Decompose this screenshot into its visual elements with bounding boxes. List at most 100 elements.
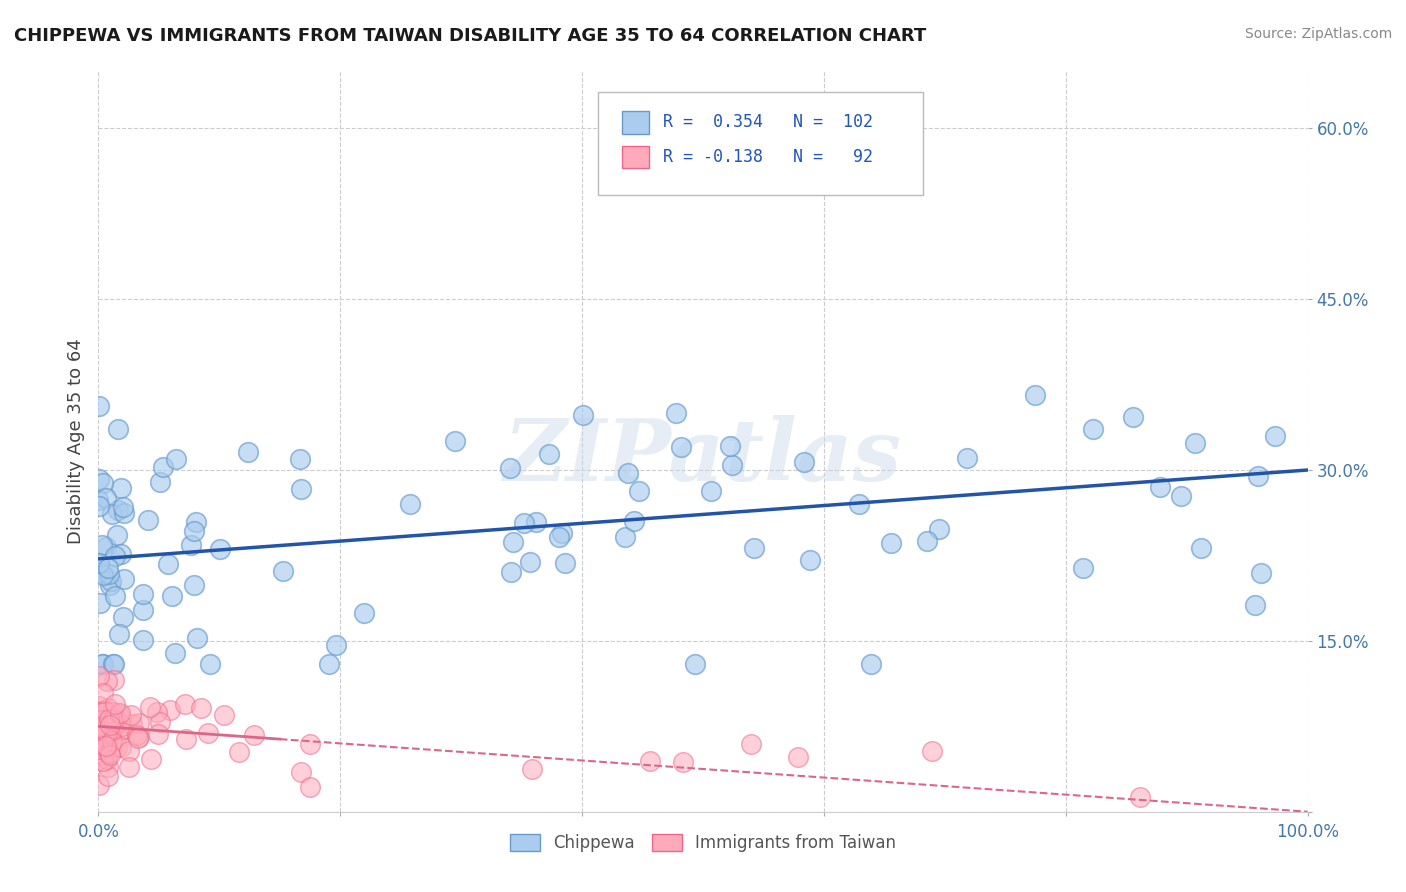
Point <box>90 717 112 731</box>
Point <box>132 632 155 647</box>
Point <box>1149 480 1171 494</box>
Point <box>1244 598 1267 612</box>
Point <box>318 657 340 671</box>
Point <box>793 455 815 469</box>
Point <box>91 737 114 751</box>
Point <box>94 704 117 718</box>
Point <box>669 440 692 454</box>
Point <box>96 752 118 766</box>
Point <box>103 657 125 671</box>
Point <box>91 538 114 552</box>
Point <box>159 703 181 717</box>
Point <box>103 673 125 687</box>
Point <box>107 421 129 435</box>
Point <box>524 516 547 530</box>
Point <box>89 734 111 748</box>
Point <box>1247 469 1270 483</box>
Point <box>93 714 115 729</box>
Point <box>443 434 465 448</box>
Point <box>183 524 205 538</box>
Point <box>1073 561 1095 575</box>
Point <box>101 734 124 748</box>
Point <box>921 744 943 758</box>
Y-axis label: Disability Age 35 to 64: Disability Age 35 to 64 <box>66 339 84 544</box>
Point <box>672 756 695 770</box>
Point <box>87 699 110 714</box>
Point <box>880 535 903 549</box>
Point <box>165 451 187 466</box>
Point <box>786 750 808 764</box>
Point <box>96 727 118 741</box>
Point <box>93 717 115 731</box>
Point <box>96 740 118 755</box>
Point <box>91 724 114 739</box>
Point <box>125 728 148 742</box>
Point <box>149 475 172 490</box>
Point <box>399 496 422 510</box>
Point <box>499 461 522 475</box>
Point <box>121 717 143 731</box>
Point <box>91 714 114 728</box>
Point <box>848 497 870 511</box>
Point <box>186 632 208 646</box>
Point <box>665 406 688 420</box>
Point <box>721 458 744 472</box>
Point <box>1184 436 1206 450</box>
Point <box>98 578 121 592</box>
Text: CHIPPEWA VS IMMIGRANTS FROM TAIWAN DISABILITY AGE 35 TO 64 CORRELATION CHART: CHIPPEWA VS IMMIGRANTS FROM TAIWAN DISAB… <box>14 27 927 45</box>
Point <box>685 657 707 671</box>
Point <box>156 557 179 571</box>
Point <box>112 506 135 520</box>
Point <box>859 657 882 671</box>
Legend: Chippewa, Immigrants from Taiwan: Chippewa, Immigrants from Taiwan <box>503 828 903 859</box>
Point <box>554 556 576 570</box>
Point <box>97 746 120 760</box>
Point <box>139 699 162 714</box>
Point <box>104 589 127 603</box>
Point <box>1081 422 1104 436</box>
Point <box>108 627 131 641</box>
Point <box>93 714 115 729</box>
Point <box>91 704 114 718</box>
Point <box>93 722 115 736</box>
Point <box>111 500 134 514</box>
Point <box>100 748 122 763</box>
Point <box>513 516 536 530</box>
Point <box>87 566 110 581</box>
Point <box>198 657 221 671</box>
Point <box>91 686 114 700</box>
Point <box>87 556 110 570</box>
Point <box>519 555 541 569</box>
Point <box>87 472 110 486</box>
Point <box>101 713 124 727</box>
Point <box>96 726 118 740</box>
Point <box>118 759 141 773</box>
Point <box>87 741 110 756</box>
Point <box>290 765 312 780</box>
Point <box>353 606 375 620</box>
Point <box>522 762 544 776</box>
Point <box>617 467 640 481</box>
Point <box>1129 790 1152 805</box>
Point <box>537 446 560 460</box>
Point <box>128 731 150 745</box>
Point <box>1250 566 1272 580</box>
Point <box>108 706 131 720</box>
Point <box>91 657 114 671</box>
Point <box>1170 489 1192 503</box>
Point <box>1024 388 1046 402</box>
Text: ZIPatlas: ZIPatlas <box>503 415 903 498</box>
Point <box>89 596 111 610</box>
Point <box>290 483 312 497</box>
Point <box>101 705 124 719</box>
Point <box>94 739 117 753</box>
Text: Source: ZipAtlas.com: Source: ZipAtlas.com <box>1244 27 1392 41</box>
Point <box>110 723 132 737</box>
Point <box>94 725 117 739</box>
Point <box>627 484 650 499</box>
Point <box>97 560 120 574</box>
Point <box>89 399 111 413</box>
Point <box>499 565 522 579</box>
Point <box>127 731 149 745</box>
Point <box>104 712 127 726</box>
